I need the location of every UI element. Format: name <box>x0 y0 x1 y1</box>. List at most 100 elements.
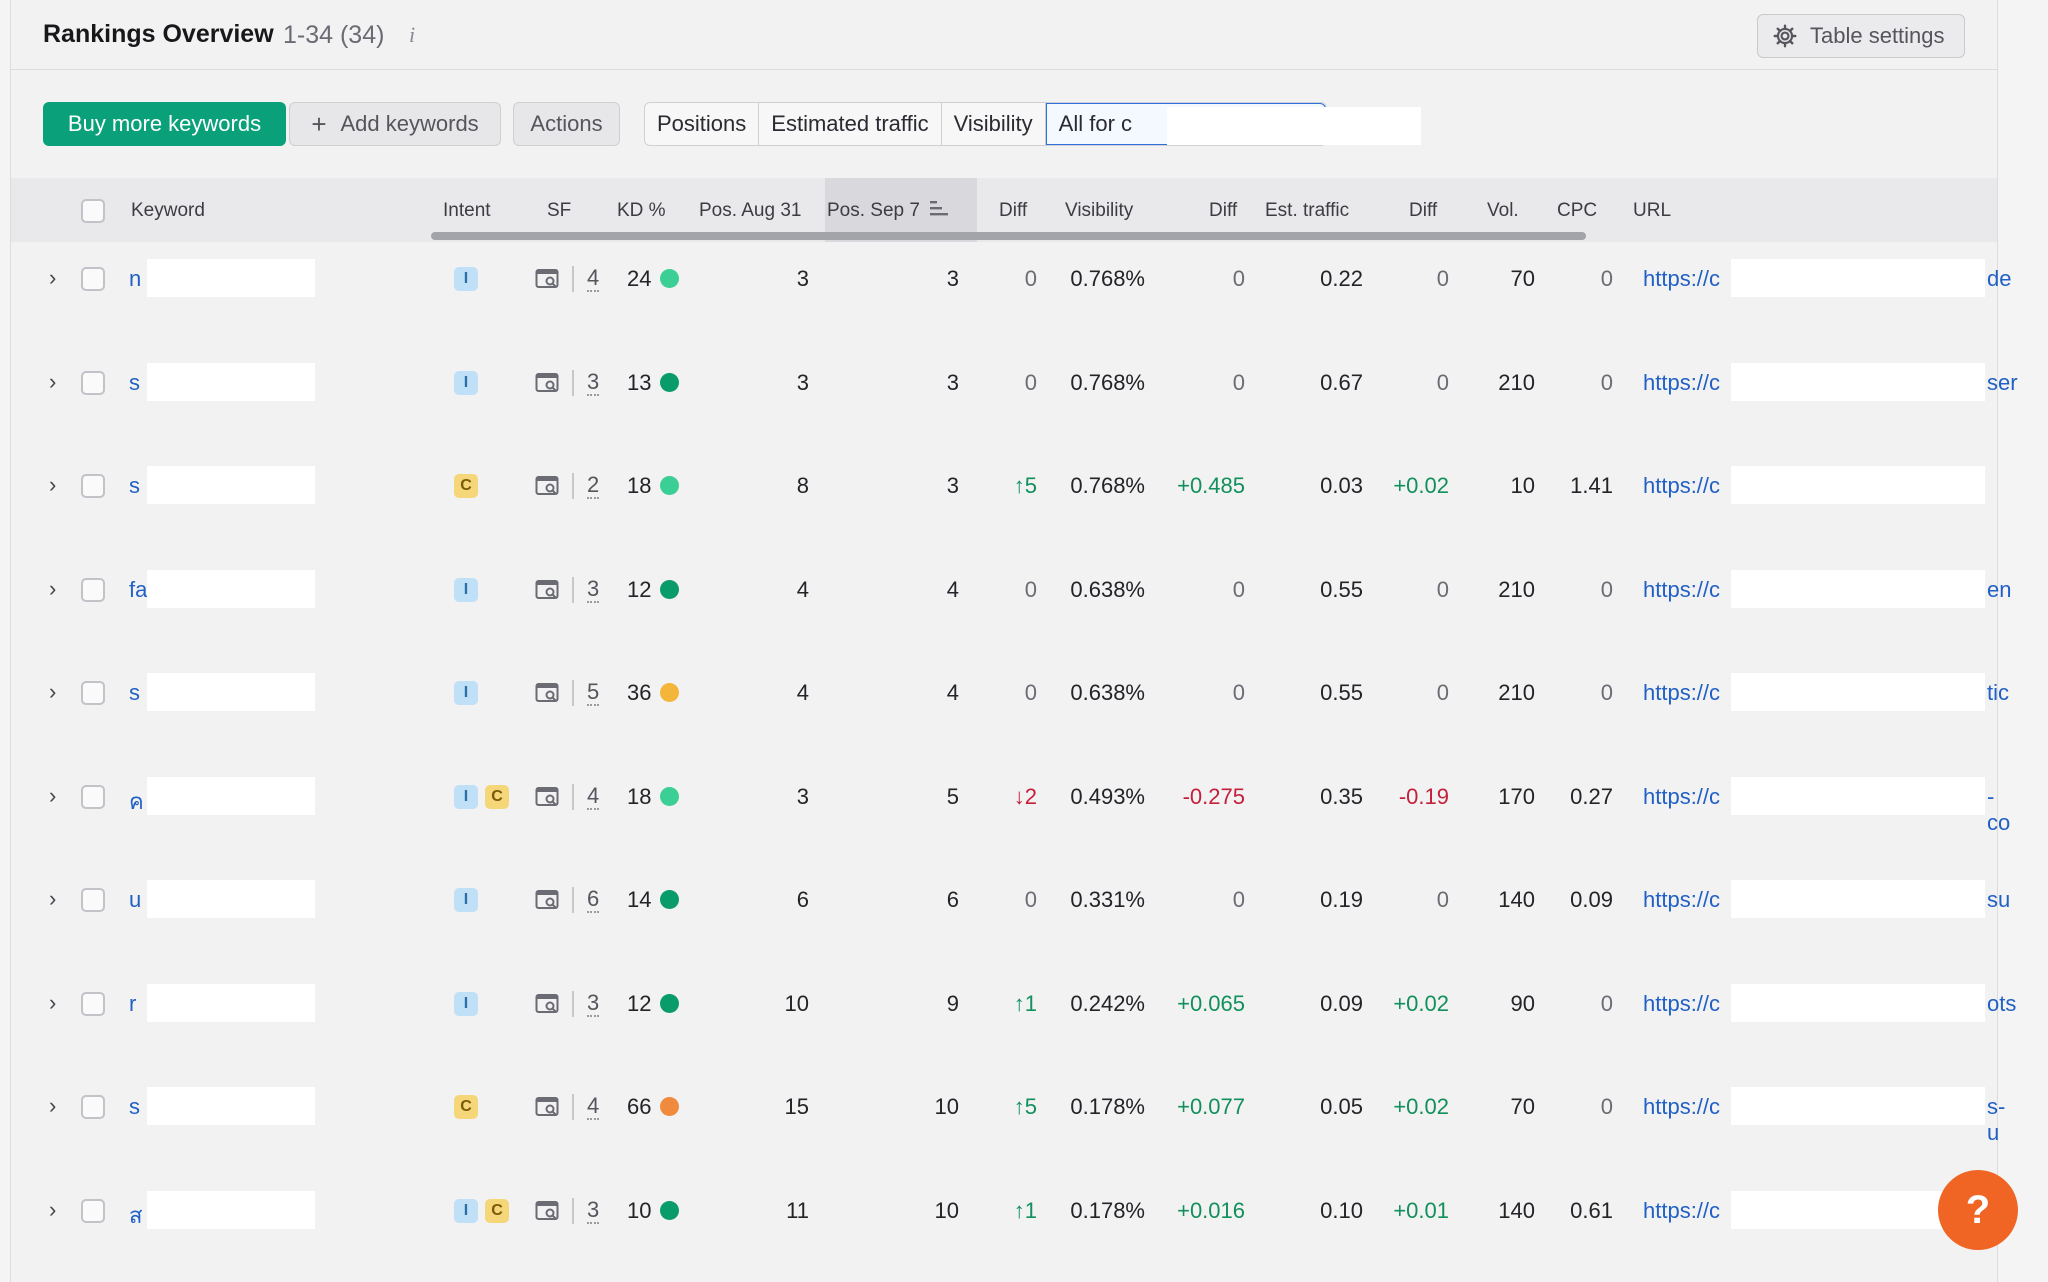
expand-chevron-icon[interactable]: › <box>49 679 57 704</box>
add-keywords-button[interactable]: + Add keywords <box>289 102 501 146</box>
sort-icon[interactable] <box>929 199 949 217</box>
tab-estimated-traffic[interactable]: Estimated traffic <box>759 103 942 145</box>
url-link[interactable]: https://c <box>1643 991 1721 1016</box>
url-link-tail[interactable]: ser <box>1987 370 2018 395</box>
url-link[interactable]: https://c <box>1643 266 1721 291</box>
serp-feature-count[interactable]: 3 <box>587 576 600 603</box>
serp-feature-icon[interactable] <box>535 1096 561 1118</box>
url-link[interactable]: https://c <box>1643 1094 1721 1119</box>
expand-chevron-icon[interactable]: › <box>49 886 57 911</box>
col-kd[interactable]: KD % <box>617 200 666 221</box>
url-link-tail[interactable]: ots <box>1987 991 2017 1016</box>
row-checkbox[interactable] <box>81 992 105 1016</box>
row-checkbox[interactable] <box>81 888 105 912</box>
url-link[interactable]: https://c <box>1643 473 1721 498</box>
serp-feature-count[interactable]: 3 <box>587 369 600 396</box>
url-link[interactable]: https://c <box>1643 577 1721 602</box>
keyword-link[interactable]: s <box>129 370 140 395</box>
row-checkbox[interactable] <box>81 474 105 498</box>
serp-feature-count[interactable]: 4 <box>587 265 600 292</box>
expand-chevron-icon[interactable]: › <box>49 783 57 808</box>
col-visibility-diff[interactable]: Diff <box>1209 200 1238 221</box>
keyword-link[interactable]: ส <box>129 1203 143 1228</box>
keyword-link[interactable]: s <box>129 680 140 705</box>
row-checkbox[interactable] <box>81 371 105 395</box>
pos-diff-value: 0 <box>1024 887 1037 912</box>
serp-feature-count[interactable]: 4 <box>587 1093 600 1120</box>
expand-chevron-icon[interactable]: › <box>49 1197 57 1222</box>
row-checkbox[interactable] <box>81 267 105 291</box>
redacted-block <box>1731 259 1985 297</box>
row-checkbox[interactable] <box>81 681 105 705</box>
row-checkbox[interactable] <box>81 578 105 602</box>
expand-chevron-icon[interactable]: › <box>49 472 57 497</box>
serp-feature-icon[interactable] <box>535 682 561 704</box>
col-pos-diff[interactable]: Diff <box>999 200 1028 221</box>
serp-feature-icon[interactable] <box>535 786 561 808</box>
url-link-tail[interactable]: s-u <box>1987 1094 2006 1145</box>
est-traffic-value: 0.05 <box>1320 1094 1363 1119</box>
visibility-value: 0.331% <box>1070 887 1145 912</box>
url-link[interactable]: https://c <box>1643 784 1721 809</box>
url-link[interactable]: https://c <box>1643 370 1721 395</box>
serp-feature-count[interactable]: 6 <box>587 886 600 913</box>
serp-feature-icon[interactable] <box>535 993 561 1015</box>
col-traffic-diff[interactable]: Diff <box>1409 200 1438 221</box>
url-link-tail[interactable]: de <box>1987 266 2012 291</box>
horizontal-scrollbar[interactable] <box>431 232 1586 240</box>
col-keyword[interactable]: Keyword <box>131 200 205 221</box>
serp-feature-count[interactable]: 5 <box>587 679 600 706</box>
serp-feature-icon[interactable] <box>535 268 561 290</box>
keyword-link[interactable]: s <box>129 473 140 498</box>
serp-feature-icon[interactable] <box>535 889 561 911</box>
keyword-link[interactable]: n <box>129 266 142 291</box>
expand-chevron-icon[interactable]: › <box>49 369 57 394</box>
url-link-tail[interactable]: su <box>1987 887 2011 912</box>
serp-feature-icon[interactable] <box>535 579 561 601</box>
tab-visibility[interactable]: Visibility <box>942 103 1046 145</box>
row-checkbox[interactable] <box>81 1095 105 1119</box>
url-link-tail[interactable]: tic <box>1987 680 2009 705</box>
add-keywords-label: Add keywords <box>340 111 479 136</box>
buy-more-keywords-button[interactable]: Buy more keywords <box>43 102 286 146</box>
col-pos-sep[interactable]: Pos. Sep 7 <box>827 200 920 221</box>
info-icon[interactable]: i <box>409 22 416 47</box>
serp-feature-icon[interactable] <box>535 372 561 394</box>
serp-feature-icon[interactable] <box>535 1200 561 1222</box>
keyword-link[interactable]: ค <box>129 789 144 814</box>
expand-chevron-icon[interactable]: › <box>49 1093 57 1118</box>
col-visibility[interactable]: Visibility <box>1065 200 1134 221</box>
tab-positions[interactable]: Positions <box>645 103 760 145</box>
select-all-checkbox[interactable] <box>81 199 105 223</box>
serp-feature-count[interactable]: 3 <box>587 990 600 1017</box>
expand-chevron-icon[interactable]: › <box>49 576 57 601</box>
col-intent[interactable]: Intent <box>443 200 491 221</box>
col-est-traffic[interactable]: Est. traffic <box>1265 200 1350 221</box>
expand-chevron-icon[interactable]: › <box>49 990 57 1015</box>
col-cpc[interactable]: CPC <box>1557 200 1598 221</box>
url-link[interactable]: https://c <box>1643 1198 1721 1223</box>
col-sf[interactable]: SF <box>547 200 572 221</box>
serp-feature-count[interactable]: 4 <box>587 783 600 810</box>
url-link[interactable]: https://c <box>1643 680 1721 705</box>
keyword-link[interactable]: r <box>129 991 137 1016</box>
url-link-tail[interactable]: -co <box>1987 784 2011 835</box>
col-volume[interactable]: Vol. <box>1487 200 1519 221</box>
serp-feature-count[interactable]: 3 <box>587 1197 600 1224</box>
row-checkbox[interactable] <box>81 785 105 809</box>
help-button[interactable]: ? <box>1938 1170 2018 1250</box>
keyword-link[interactable]: fa <box>129 577 148 602</box>
keyword-link[interactable]: u <box>129 887 142 912</box>
table-settings-button[interactable]: Table settings <box>1757 14 1965 58</box>
url-link-tail[interactable]: en <box>1987 577 2012 602</box>
serp-feature-count[interactable]: 2 <box>587 472 600 499</box>
url-link[interactable]: https://c <box>1643 887 1721 912</box>
keyword-link[interactable]: s <box>129 1094 140 1119</box>
col-url[interactable]: URL <box>1633 200 1672 221</box>
serp-feature-icon[interactable] <box>535 475 561 497</box>
cpc-value: 1.41 <box>1570 473 1613 498</box>
row-checkbox[interactable] <box>81 1199 105 1223</box>
actions-button[interactable]: Actions <box>513 102 620 146</box>
expand-chevron-icon[interactable]: › <box>49 265 57 290</box>
col-pos-aug[interactable]: Pos. Aug 31 <box>699 200 802 221</box>
